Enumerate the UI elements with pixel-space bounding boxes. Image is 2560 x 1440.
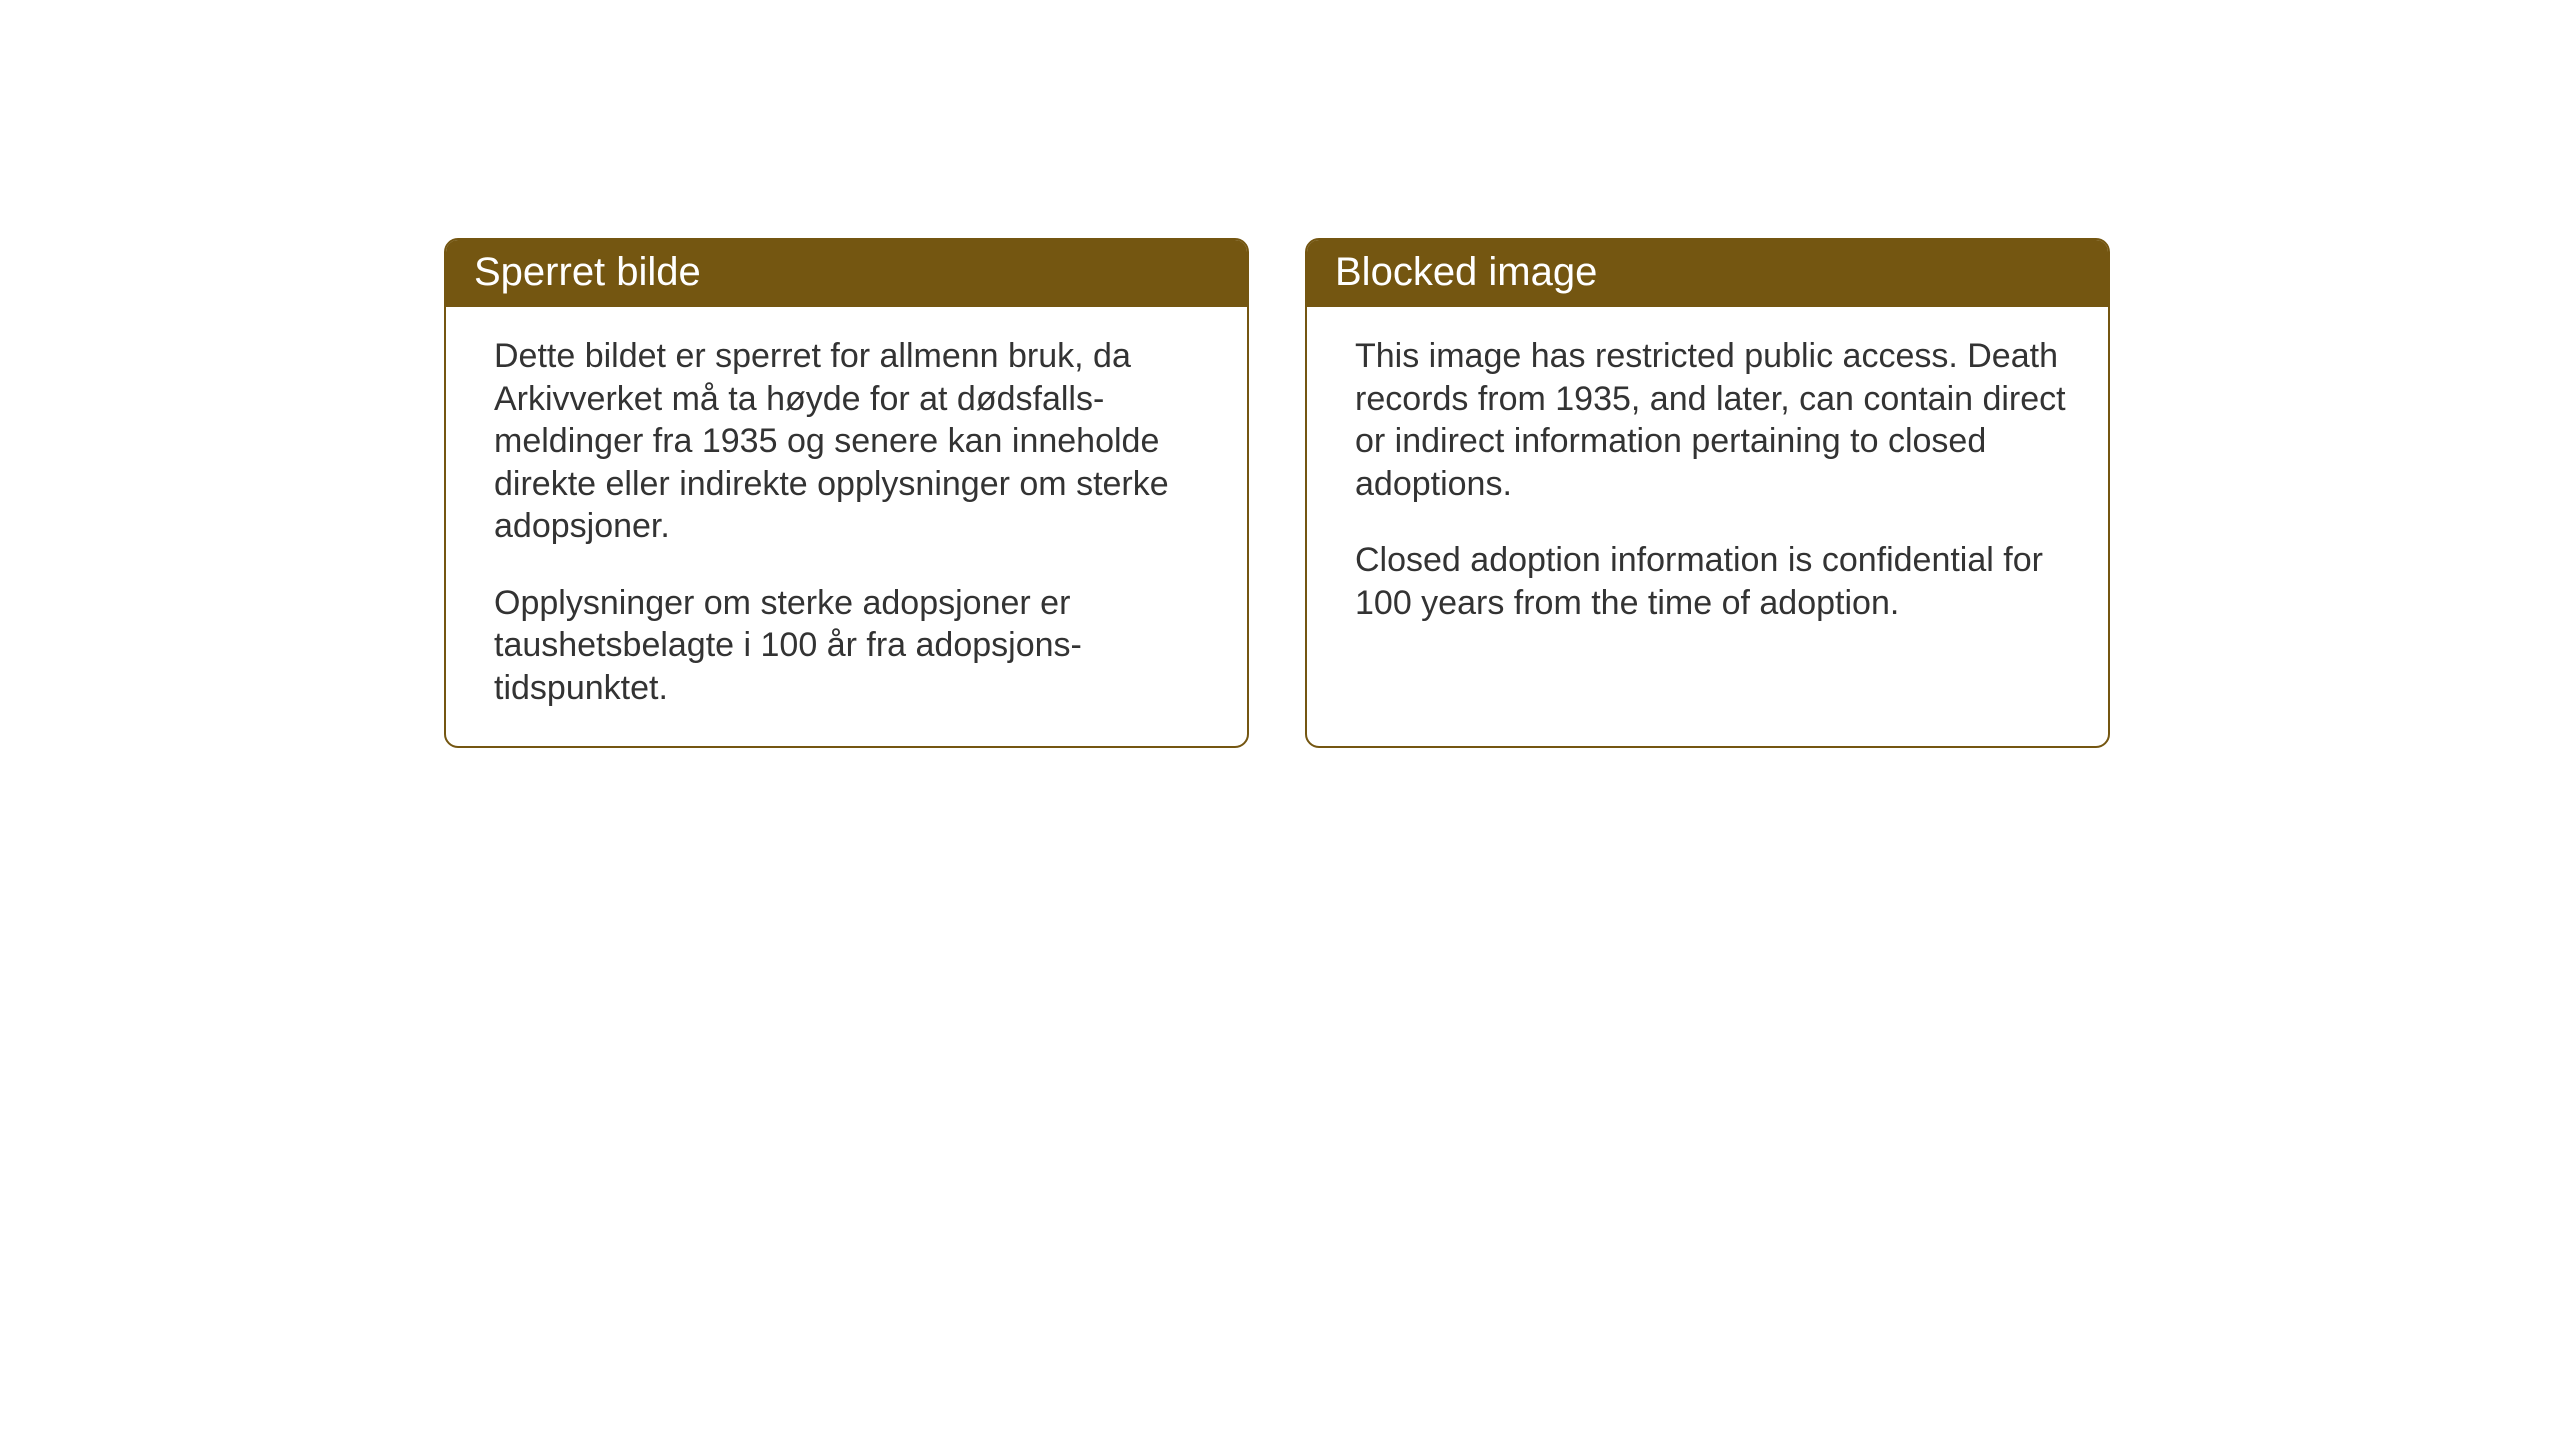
norwegian-card-title: Sperret bilde [446,240,1247,307]
norwegian-paragraph-2: Opplysninger om sterke adopsjoner er tau… [494,582,1205,710]
english-notice-card: Blocked image This image has restricted … [1305,238,2110,748]
notice-cards-container: Sperret bilde Dette bildet er sperret fo… [444,238,2110,748]
english-paragraph-2: Closed adoption information is confident… [1355,539,2066,624]
english-card-body: This image has restricted public access.… [1307,307,2108,656]
norwegian-notice-card: Sperret bilde Dette bildet er sperret fo… [444,238,1249,748]
english-card-title: Blocked image [1307,240,2108,307]
english-paragraph-1: This image has restricted public access.… [1355,335,2066,505]
norwegian-paragraph-1: Dette bildet er sperret for allmenn bruk… [494,335,1205,548]
norwegian-card-body: Dette bildet er sperret for allmenn bruk… [446,307,1247,741]
